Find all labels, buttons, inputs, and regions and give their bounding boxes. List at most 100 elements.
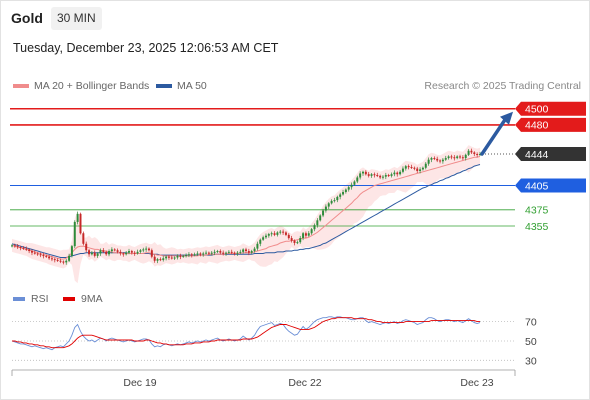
candle	[68, 255, 71, 261]
candle	[264, 235, 267, 238]
candle	[128, 251, 130, 253]
candle	[347, 187, 350, 190]
candle	[267, 234, 270, 236]
rsi-ma-line	[12, 317, 480, 349]
candle	[70, 246, 73, 256]
candle	[119, 251, 122, 254]
candle	[287, 234, 290, 239]
candle	[173, 257, 176, 259]
candle	[59, 260, 62, 262]
level-tags-group: 4500 4480 4444 4405 4375 4355	[515, 101, 586, 233]
candle	[473, 152, 476, 155]
candle	[105, 251, 108, 255]
candle	[216, 251, 219, 253]
candle	[227, 251, 230, 253]
candle	[370, 174, 373, 176]
candle	[16, 246, 19, 248]
candle	[324, 206, 327, 211]
candle	[133, 252, 136, 254]
timeframe-badge[interactable]: 30 MIN	[51, 7, 102, 30]
rsi-line	[11, 316, 481, 351]
candle	[25, 248, 28, 250]
level-tag-4405	[515, 178, 586, 193]
candle	[193, 254, 196, 256]
candle	[470, 150, 473, 153]
candle	[219, 251, 222, 253]
candle	[302, 233, 305, 239]
level-tag-4500	[515, 101, 586, 116]
candle	[461, 157, 464, 159]
candle	[427, 159, 430, 164]
candle	[242, 249, 245, 252]
copyright: Research © 2025 Trading Central	[424, 80, 581, 92]
candle	[45, 255, 48, 257]
candle	[407, 166, 410, 168]
candle	[11, 245, 13, 247]
x-axis: Dec 19 Dec 22 Dec 23	[11, 369, 516, 389]
candle	[13, 245, 16, 247]
candle	[376, 175, 379, 177]
legend-rsi-label: RSI	[31, 293, 49, 305]
candle	[453, 157, 456, 159]
candle	[310, 229, 313, 234]
candle	[207, 252, 210, 254]
candle	[464, 154, 467, 159]
candle	[236, 252, 239, 254]
legend-9ma: 9MA	[63, 293, 103, 305]
candle	[387, 175, 390, 177]
candle	[245, 249, 247, 252]
candle	[333, 200, 336, 202]
candle	[313, 225, 316, 230]
candle	[65, 260, 68, 263]
candle	[307, 233, 310, 236]
candle	[362, 171, 364, 174]
candle	[110, 249, 113, 252]
candle	[322, 210, 325, 216]
candle	[90, 252, 93, 255]
levels-group	[10, 107, 515, 227]
candle	[230, 251, 233, 253]
candle	[79, 213, 82, 234]
candle	[145, 248, 148, 250]
level-tag-4480	[515, 117, 586, 132]
rsi-tick-30: 30	[525, 355, 537, 367]
candle	[73, 221, 76, 247]
candle	[147, 248, 150, 251]
bollinger-band	[12, 145, 480, 284]
candle	[28, 249, 31, 252]
candle	[50, 258, 53, 260]
candle	[353, 181, 356, 185]
bollinger-band-group	[12, 145, 480, 284]
candle	[421, 167, 424, 170]
candle	[253, 248, 256, 252]
candle	[165, 256, 168, 259]
candle	[170, 257, 173, 259]
candle	[156, 259, 159, 261]
candle	[190, 254, 193, 256]
candle	[401, 168, 404, 172]
candle	[339, 194, 342, 197]
candle	[250, 251, 253, 253]
candles-group	[11, 148, 481, 265]
candle	[393, 172, 396, 175]
candle	[33, 252, 36, 254]
candle	[396, 172, 399, 175]
level-label-4500: 4500	[525, 104, 549, 116]
level-label-4405: 4405	[525, 180, 549, 192]
candle	[187, 254, 190, 256]
candle	[424, 163, 427, 168]
candle	[282, 231, 285, 233]
level-label-4355: 4355	[525, 221, 549, 233]
candle	[419, 169, 422, 171]
candle	[125, 252, 128, 255]
rsi-swatch	[13, 297, 25, 301]
candle	[359, 173, 362, 178]
candle	[256, 243, 259, 249]
candle	[185, 255, 188, 257]
candle	[213, 251, 216, 253]
x-tick-label: Dec 22	[288, 377, 321, 389]
candle	[390, 174, 393, 176]
candle	[479, 154, 481, 156]
candle	[222, 252, 225, 254]
candle	[327, 203, 330, 207]
